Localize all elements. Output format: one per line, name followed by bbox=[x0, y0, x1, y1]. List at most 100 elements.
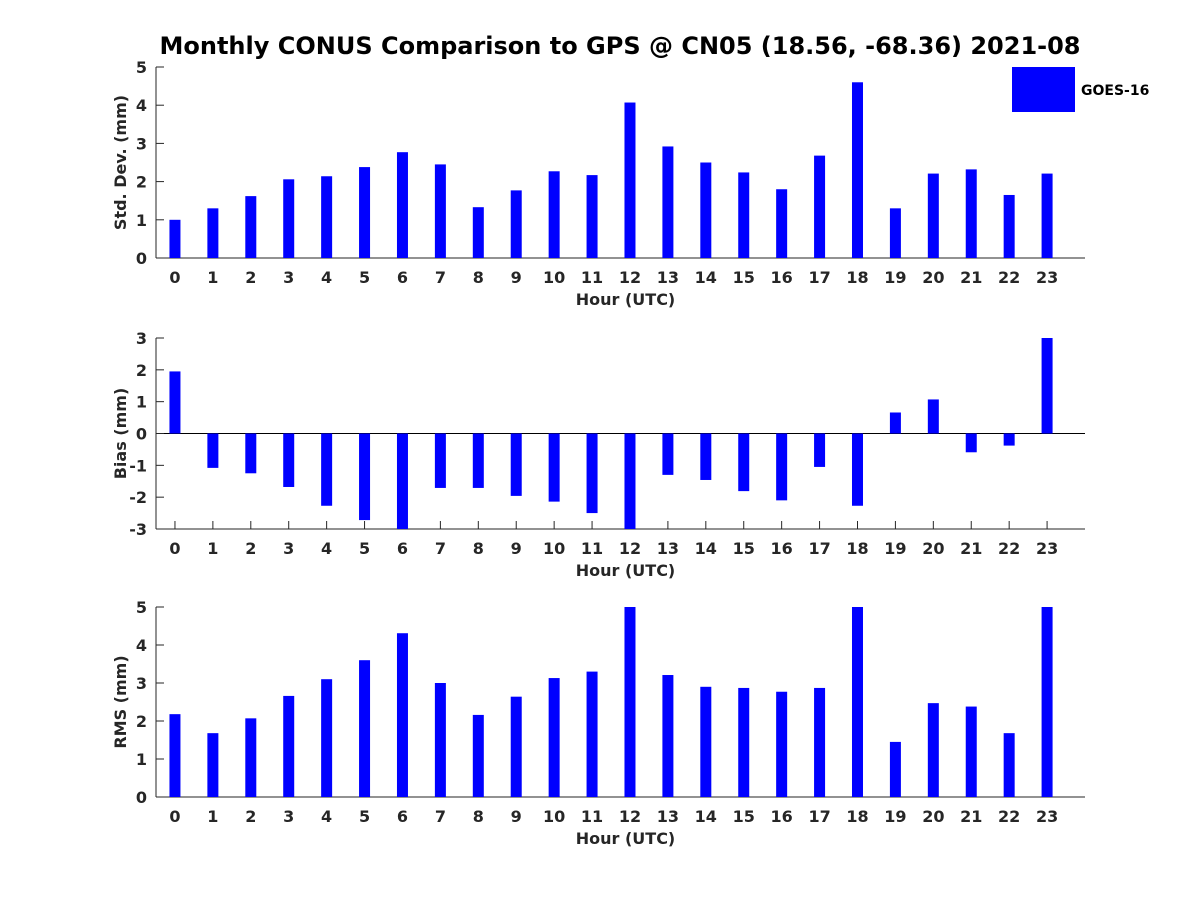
x-tick-label: 19 bbox=[884, 539, 906, 558]
bar-hour-1 bbox=[207, 733, 219, 797]
bar-hour-13 bbox=[662, 675, 674, 797]
bar-hour-20 bbox=[927, 173, 939, 258]
bar-hour-1 bbox=[207, 433, 219, 468]
x-tick-label: 8 bbox=[473, 268, 484, 287]
y-axis-label: Std. Dev. (mm) bbox=[111, 95, 130, 230]
bar-hour-10 bbox=[548, 678, 560, 797]
x-tick-label: 13 bbox=[657, 539, 679, 558]
y-axis-label: Bias (mm) bbox=[111, 388, 130, 480]
bar-hour-14 bbox=[700, 433, 712, 480]
y-tick-label: 1 bbox=[136, 211, 147, 230]
x-tick-label: 18 bbox=[846, 268, 868, 287]
x-tick-label: 1 bbox=[207, 807, 218, 826]
x-axis-label: Hour (UTC) bbox=[576, 829, 676, 848]
bar-hour-7 bbox=[434, 433, 446, 488]
x-tick-label: 4 bbox=[321, 268, 332, 287]
x-tick-label: 14 bbox=[695, 539, 717, 558]
x-tick-label: 13 bbox=[657, 807, 679, 826]
x-tick-label: 9 bbox=[511, 268, 522, 287]
x-tick-label: 20 bbox=[922, 807, 944, 826]
x-tick-label: 22 bbox=[998, 268, 1020, 287]
x-tick-label: 14 bbox=[695, 807, 717, 826]
bar-hour-6 bbox=[396, 633, 408, 797]
x-tick-label: 3 bbox=[283, 539, 294, 558]
y-tick-label: 5 bbox=[136, 58, 147, 77]
x-tick-label: 11 bbox=[581, 539, 603, 558]
bar-hour-2 bbox=[245, 433, 257, 474]
bar-hour-18 bbox=[851, 433, 863, 506]
x-tick-label: 3 bbox=[283, 268, 294, 287]
x-tick-label: 20 bbox=[922, 539, 944, 558]
bar-hour-3 bbox=[283, 695, 295, 797]
bar-hour-14 bbox=[700, 686, 712, 797]
bar-hour-3 bbox=[283, 179, 295, 258]
y-tick-label: -1 bbox=[129, 456, 147, 475]
bar-hour-16 bbox=[776, 433, 788, 501]
x-tick-label: 4 bbox=[321, 539, 332, 558]
x-tick-label: 9 bbox=[511, 807, 522, 826]
bar-hour-7 bbox=[434, 164, 446, 258]
legend: GOES-16 bbox=[1012, 67, 1149, 112]
bar-hour-9 bbox=[510, 696, 522, 797]
y-tick-label: 2 bbox=[136, 173, 147, 192]
x-tick-label: 18 bbox=[846, 807, 868, 826]
x-tick-label: 22 bbox=[998, 539, 1020, 558]
bar-hour-0 bbox=[169, 371, 181, 434]
bar-hour-20 bbox=[927, 399, 939, 434]
bar-hour-2 bbox=[245, 196, 257, 258]
bar-hour-9 bbox=[510, 433, 522, 496]
x-tick-label: 16 bbox=[771, 807, 793, 826]
x-tick-label: 15 bbox=[733, 807, 755, 826]
bar-hour-10 bbox=[548, 433, 560, 502]
bar-hour-11 bbox=[586, 175, 598, 258]
bar-hour-9 bbox=[510, 190, 522, 258]
x-tick-label: 2 bbox=[245, 268, 256, 287]
bar-hour-21 bbox=[965, 706, 977, 797]
bar-hour-23 bbox=[1041, 338, 1053, 434]
x-tick-label: 12 bbox=[619, 268, 641, 287]
bar-hour-0 bbox=[169, 714, 181, 797]
bar-hour-15 bbox=[738, 687, 750, 797]
y-tick-label: 0 bbox=[136, 425, 147, 444]
bar-hour-19 bbox=[889, 412, 901, 434]
bar-hour-19 bbox=[889, 208, 901, 258]
bar-hour-23 bbox=[1041, 173, 1053, 258]
bar-hour-12 bbox=[624, 102, 636, 258]
bar-hour-5 bbox=[359, 167, 371, 258]
bar-hour-8 bbox=[472, 207, 484, 258]
bar-hour-22 bbox=[1003, 733, 1015, 797]
bar-hour-15 bbox=[738, 172, 750, 258]
x-tick-label: 19 bbox=[884, 268, 906, 287]
y-tick-label: 3 bbox=[136, 134, 147, 153]
bar-hour-8 bbox=[472, 433, 484, 488]
x-tick-label: 21 bbox=[960, 268, 982, 287]
x-tick-label: 16 bbox=[771, 268, 793, 287]
x-tick-label: 17 bbox=[808, 268, 830, 287]
x-tick-label: 7 bbox=[435, 807, 446, 826]
bar-hour-17 bbox=[814, 433, 826, 467]
y-tick-label: 2 bbox=[136, 712, 147, 731]
x-tick-label: 23 bbox=[1036, 807, 1058, 826]
x-tick-label: 18 bbox=[846, 539, 868, 558]
y-tick-label: 3 bbox=[136, 329, 147, 348]
x-tick-label: 11 bbox=[581, 268, 603, 287]
bar-hour-16 bbox=[776, 691, 788, 797]
x-tick-label: 10 bbox=[543, 807, 565, 826]
x-tick-label: 20 bbox=[922, 268, 944, 287]
bar-hour-21 bbox=[965, 169, 977, 258]
y-tick-label: 1 bbox=[136, 393, 147, 412]
bar-hour-4 bbox=[321, 176, 333, 258]
bar-hour-18 bbox=[851, 607, 863, 797]
x-tick-label: 1 bbox=[207, 268, 218, 287]
y-tick-label: 4 bbox=[136, 636, 147, 655]
x-tick-label: 15 bbox=[733, 268, 755, 287]
bar-hour-13 bbox=[662, 433, 674, 475]
y-tick-label: 5 bbox=[136, 598, 147, 617]
bar-hour-23 bbox=[1041, 607, 1053, 797]
bar-hour-15 bbox=[738, 433, 750, 492]
